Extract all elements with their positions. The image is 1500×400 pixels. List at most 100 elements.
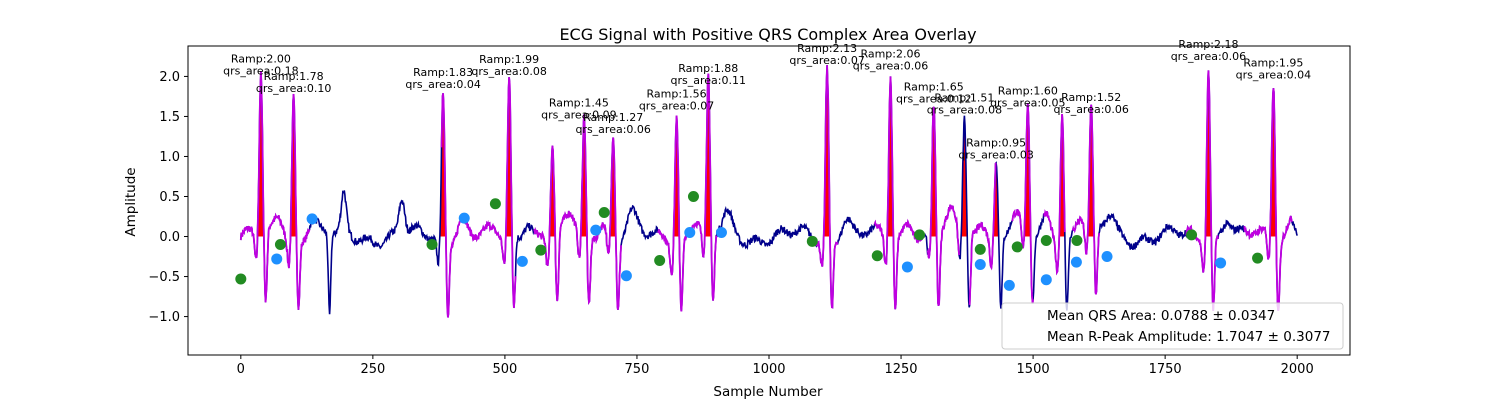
annotation-ramp-12: Ramp:0.95 [966,136,1026,149]
annotation-area-9: qrs_area:0.06 [853,60,928,73]
y-tick-label-0: −1.0 [148,310,180,325]
annotation-ramp-7: Ramp:1.88 [678,62,738,75]
annotation-area-6: qrs_area:0.07 [639,100,714,113]
annotation-area-15: qrs_area:0.06 [1171,50,1246,63]
qrs-area-fill-9 [821,65,833,237]
q-point-marker-4 [590,224,602,236]
annotation-area-16: qrs_area:0.04 [1236,68,1311,81]
q-point-marker-3 [516,255,528,267]
annotation-area-5: qrs_area:0.06 [575,123,650,136]
qrs-segment-line-9 [1043,113,1066,276]
annotation-area-4: qrs_area:0.09 [541,108,616,121]
axes: 0 250 500 750 1000 1250 1500 1750 2000 −1.0 −0.5 0.… [148,45,1351,377]
annotation-ramp-14: Ramp:1.52 [1061,91,1121,104]
s-point-marker-2 [426,239,438,251]
x-axis-label: Sample Number [713,384,823,400]
ecg-signal-line [240,65,1298,318]
qrs-segment-line-2 [533,114,622,310]
s-point-marker-8 [806,235,818,247]
y-tick-label-4: 1.0 [159,150,180,165]
s-point-marker-15 [1186,229,1198,241]
annotation-ramp-6: Ramp:1.56 [647,88,707,101]
qrs-area-fill-11 [928,106,940,237]
qrs-area-fill-2 [437,93,449,237]
x-tick-label-7: 1750 [1149,362,1182,377]
annotation-ramp-0: Ramp:2.00 [231,52,291,65]
q-point-marker-12 [1070,256,1082,268]
annotation-ramp-4: Ramp:1.45 [549,96,609,109]
annotation-ramp-10: Ramp:1.65 [904,80,964,93]
legend-box [1001,302,1344,350]
q-point-marker-5 [620,270,632,282]
annotation-ramp-3: Ramp:1.99 [479,53,539,66]
s-point-marker-0 [235,273,247,285]
q-point-marker-2 [458,212,470,224]
qrs-area-fill-12 [959,115,970,237]
q-point-marker-14 [1215,257,1227,269]
qrs-area-fill-14 [1022,103,1034,237]
qrs-area-fill-0 [255,71,267,237]
qrs-segment-line-12 [1243,88,1293,312]
qrs-area-fills [255,65,1279,237]
annotation-ramp-1: Ramp:1.78 [264,70,324,83]
legend-entry-r-peak-amplitude: Mean R-Peak Amplitude: 1.7047 ± 0.3077 [1047,329,1331,345]
annotation-area-13: qrs_area:0.05 [990,96,1065,109]
qrs-area-fill-3 [503,77,515,237]
qrs-area-fill-7 [671,115,682,237]
qrs-segment-line-0 [239,71,311,310]
x-tick-label-8: 2000 [1281,362,1314,377]
chart-title: ECG Signal with Positive QRS Complex Are… [559,25,976,44]
s-point-marker-9 [871,250,883,262]
x-tick-label-6: 1500 [1017,362,1050,377]
s-point-marker-11 [974,243,986,255]
annotation-ramp-2: Ramp:1.83 [413,66,473,79]
qrs-segment-line-11 [1185,70,1219,311]
s-point-marker-3 [489,198,501,210]
qrs-area-fill-16 [1085,104,1097,237]
q-point-marker-8 [901,261,913,273]
q-point-marker-1 [306,213,318,225]
y-axis-label: Amplitude [123,167,139,236]
annotation-area-10: qrs_area:0.12 [896,92,971,105]
qrs-segment-line-10 [1071,104,1100,295]
q-point-marker-6 [684,227,696,239]
y-tick-label-3: 0.5 [159,190,180,205]
qrs-segment-line-1 [440,77,517,318]
annotation-ramp-13: Ramp:1.60 [998,84,1058,97]
legend-entry-qrs-area: Mean QRS Area: 0.0788 ± 0.0347 [1047,308,1275,324]
qrs-area-fill-5 [578,114,590,237]
qrs-segment-line-6 [926,106,960,306]
s-point-marker-12 [1011,241,1023,253]
annotation-area-2: qrs_area:0.04 [405,78,480,91]
s-point-marker-13 [1040,235,1052,247]
qrs-segment-line-7 [968,162,997,305]
annotation-area-0: qrs_area:0.18 [223,64,298,77]
qrs-segment-line-4 [815,65,839,309]
fiducial-markers [235,190,1264,291]
annotation-area-1: qrs_area:0.10 [256,82,331,95]
s-point-marker-5 [598,207,610,219]
q-point-marker-9 [974,259,986,271]
qrs-area-fill-8 [703,73,714,237]
s-point-marker-16 [1252,252,1264,264]
qrs-area-fill-18 [1268,88,1279,237]
q-point-marker-7 [715,227,727,239]
s-point-marker-1 [274,239,286,251]
r-peak-annotations: Ramp:2.00qrs_area:0.18Ramp:1.78qrs_area:… [223,38,1311,161]
y-tick-label-2: 0.0 [159,230,180,245]
signal-lines [239,65,1298,318]
qrs-segment-line-5 [873,76,923,310]
x-tick-label-0: 0 [237,362,245,377]
annotation-area-7: qrs_area:0.11 [671,74,746,87]
annotation-area-8: qrs_area:0.07 [789,54,864,67]
s-point-marker-10 [914,229,926,241]
